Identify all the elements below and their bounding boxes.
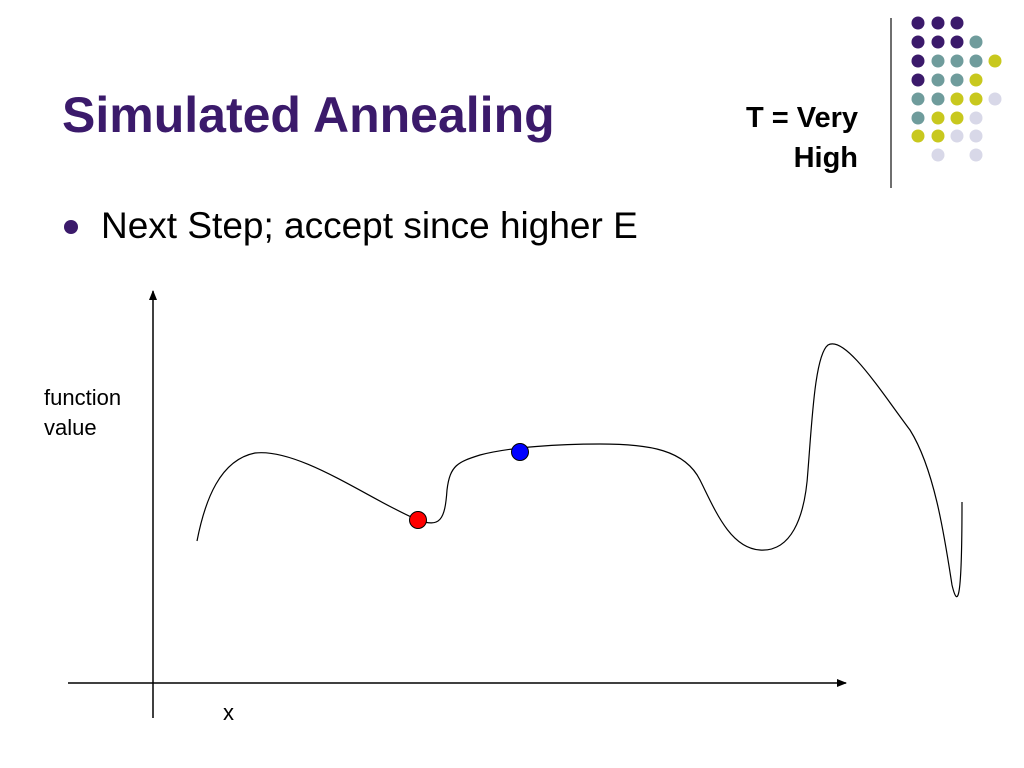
bullet-icon [64, 220, 78, 234]
vertical-divider [890, 18, 892, 188]
temperature-line-1: T = Very [745, 102, 858, 134]
decorative-dot [950, 129, 964, 143]
next-state-point [511, 443, 529, 461]
decorative-dot [969, 92, 983, 106]
decorative-dot [969, 111, 983, 125]
decorative-dot [950, 54, 964, 68]
decorative-dot [911, 92, 925, 106]
decorative-dot [911, 111, 925, 125]
decorative-dot [911, 73, 925, 87]
decorative-dot [911, 16, 925, 30]
decorative-dot [969, 148, 983, 162]
x-axis-label: x [223, 700, 234, 725]
bullet-item: Next Step; accept since higher E [64, 200, 638, 252]
decorative-dot [931, 92, 945, 106]
decorative-dot [988, 54, 1002, 68]
decorative-dot [988, 92, 1002, 106]
slide-title: Simulated Annealing [62, 87, 555, 143]
function-curve [196, 343, 963, 597]
bullet-list: Next Step; accept since higher E [64, 200, 638, 252]
decorative-dot [931, 73, 945, 87]
decorative-dot [911, 35, 925, 49]
y-axis-label-line-2: value [44, 415, 97, 440]
decorative-dot [931, 54, 945, 68]
decorative-dot [950, 16, 964, 30]
decorative-dot [911, 54, 925, 68]
temperature-line-2: High [793, 142, 858, 174]
decorative-dot [931, 111, 945, 125]
decorative-dot [931, 35, 945, 49]
decorative-dot [931, 16, 945, 30]
decorative-dot [950, 35, 964, 49]
y-axis-label: function value [44, 383, 154, 443]
decorative-dot [950, 92, 964, 106]
decorative-dot [950, 111, 964, 125]
decorative-dot [969, 35, 983, 49]
decorative-dot-grid [911, 16, 1002, 162]
current-state-point [409, 511, 427, 529]
decorative-dot [969, 73, 983, 87]
decorative-dot [969, 129, 983, 143]
decorative-dot [911, 129, 925, 143]
decorative-dot [931, 148, 945, 162]
y-axis-label-line-1: function [44, 385, 122, 410]
bullet-text: Next Step; accept since higher E [101, 205, 638, 246]
decorative-dot [969, 54, 983, 68]
decorative-dot [950, 73, 964, 87]
decorative-dot [931, 129, 945, 143]
temperature-label: T = Very High [700, 98, 858, 178]
